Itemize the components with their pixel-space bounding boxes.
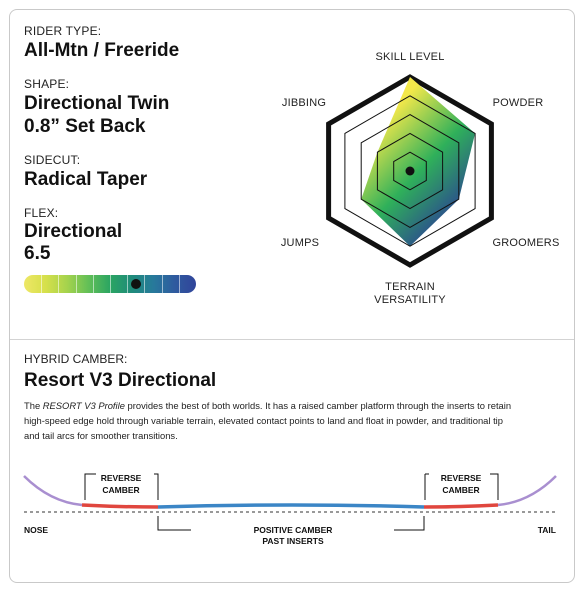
radar-axis-label: SKILL LEVEL: [375, 51, 444, 63]
reverse-left-line2: CAMBER: [102, 485, 139, 495]
camber-description: The RESORT V3 Profile provides the best …: [24, 398, 566, 443]
desc-prefix: The: [24, 400, 43, 411]
radar-axis-label: JIBBING: [282, 97, 326, 109]
camber-profile-diagram: REVERSE CAMBER REVERSE CAMBER POSITIVE C…: [23, 473, 557, 546]
radar-value-area: [361, 77, 476, 247]
flex-value-line2: 6.5: [24, 243, 51, 264]
desc-line-2: high-speed edge hold through variable te…: [24, 415, 503, 426]
radar-grid-ring: [344, 95, 476, 247]
reverse-camber-left: [81, 503, 159, 509]
rider-type-value: All-Mtn / Freeride: [24, 40, 180, 61]
radar-center-dot: [405, 166, 415, 176]
shape-value-line2: 0.8” Set Back: [24, 116, 146, 137]
flex-segment-divider: [178, 275, 180, 293]
radar-axis-label: TERRAIN: [385, 281, 435, 293]
shape-value-line1: Directional Twin: [24, 93, 170, 114]
section-divider: [10, 339, 574, 340]
flex-value-line1: Directional: [24, 221, 123, 242]
flex-segment-divider: [161, 275, 163, 293]
flex-scale-bar: [24, 275, 196, 293]
sidecut-value: Radical Taper: [24, 169, 148, 190]
radar-axis-label: POWDER: [493, 97, 544, 109]
desc-line-3: and tail arcs for smoother transitions.: [24, 430, 178, 441]
radar-grid-ring: [393, 151, 427, 191]
flex-indicator-dot: [130, 279, 141, 289]
tail-tip-arc: [497, 475, 557, 507]
flex-segment-divider: [144, 275, 146, 293]
hybrid-camber-label: HYBRID CAMBER:: [24, 352, 128, 366]
rider-type-label: RIDER TYPE:: [24, 24, 102, 38]
flex-segment-divider: [41, 275, 43, 293]
riding-radar-chart: SKILL LEVEL POWDER GROOMERS TERRAINVERSATIL…: [281, 51, 560, 306]
nose-label: NOSE: [24, 525, 48, 535]
hybrid-camber-title: Resort V3 Directional: [24, 370, 217, 391]
nose-tip-arc: [23, 475, 83, 507]
desc-italic-profile: RESORT V3 Profile: [42, 400, 125, 411]
radar-outer-hexagon: [326, 74, 494, 268]
radar-grid-ring: [376, 132, 444, 210]
shape-label: SHAPE:: [24, 77, 70, 91]
positive-camber-line1: POSITIVE CAMBER: [254, 525, 333, 535]
radar-grid-ring: [360, 114, 460, 228]
reverse-right-line1: REVERSE: [441, 473, 482, 483]
flex-segment-divider: [92, 275, 94, 293]
reverse-right-line2: CAMBER: [442, 485, 479, 495]
positive-camber-line2: PAST INSERTS: [262, 536, 324, 546]
positive-camber-section: [157, 503, 425, 509]
tail-label: TAIL: [538, 525, 556, 535]
reverse-camber-right: [423, 503, 499, 509]
radar-axis-label: GROOMERS: [493, 237, 560, 249]
flex-segment-divider: [75, 275, 77, 293]
desc-suffix: provides the best of both worlds. It has…: [124, 400, 512, 411]
flex-segment-divider: [58, 275, 60, 293]
reverse-left-line1: REVERSE: [101, 473, 142, 483]
flex-segment-divider: [127, 275, 129, 293]
flex-label: FLEX:: [24, 206, 59, 220]
radar-axis-label: VERSATILITY: [374, 294, 446, 306]
radar-axis-label: JUMPS: [281, 237, 319, 249]
desc-line-1: The RESORT V3 Profile provides the best …: [24, 398, 566, 413]
sidecut-label: SIDECUT:: [24, 153, 81, 167]
flex-segment-divider: [110, 275, 111, 293]
board-spec-card: RIDER TYPE: All-Mtn / Freeride SHAPE: Di…: [9, 9, 575, 583]
